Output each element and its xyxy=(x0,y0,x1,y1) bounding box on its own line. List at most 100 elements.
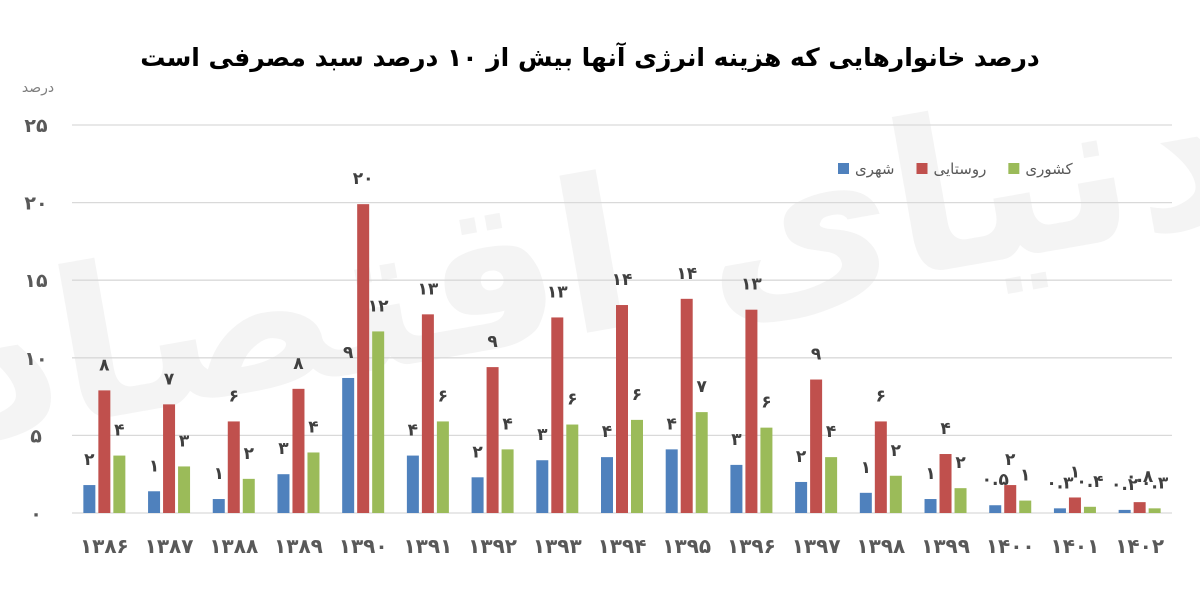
bar xyxy=(242,478,255,513)
data-label: ۸ xyxy=(99,355,110,375)
x-tick-label: ۱۳۸۹ xyxy=(274,534,323,558)
data-label: ۱۳ xyxy=(741,275,762,295)
x-tick-label: ۱۴۰۲ xyxy=(1115,534,1164,558)
bar xyxy=(954,488,967,513)
y-tick-label: ۲۰ xyxy=(24,193,47,215)
data-label: ۶ xyxy=(438,386,448,406)
x-tick-label: ۱۳۹۱ xyxy=(403,534,452,558)
x-tick-label: ۱۳۹۴ xyxy=(598,534,647,558)
data-label: ۶ xyxy=(567,390,577,410)
bar xyxy=(98,390,111,513)
data-label: ۱۲ xyxy=(368,296,389,316)
bar xyxy=(357,204,370,514)
bar xyxy=(277,474,290,513)
data-label: ۱ xyxy=(861,458,871,478)
bar xyxy=(163,404,176,513)
data-label: ۱۴ xyxy=(612,270,633,290)
data-label: ۴ xyxy=(502,414,512,434)
y-tick-label: ۰ xyxy=(30,503,42,525)
bar xyxy=(178,466,191,513)
bars xyxy=(83,204,1161,514)
bar xyxy=(989,505,1002,513)
legend-swatch xyxy=(916,163,928,174)
bar xyxy=(601,457,613,513)
bar xyxy=(1068,497,1081,513)
bar xyxy=(760,427,773,513)
bar xyxy=(148,491,161,513)
data-label: ۳ xyxy=(179,431,190,451)
legend-label: شهری xyxy=(855,160,895,178)
x-tick-label: ۱۳۸۸ xyxy=(209,534,258,558)
data-label: ۴ xyxy=(602,422,612,442)
data-label: ۶ xyxy=(229,386,239,406)
bar xyxy=(631,419,643,513)
bar xyxy=(342,377,355,513)
bar xyxy=(1148,508,1161,513)
data-label: ۲ xyxy=(472,442,483,462)
bar xyxy=(536,460,549,513)
bar xyxy=(372,331,385,513)
data-label: ۲ xyxy=(84,450,95,470)
data-label: ۰.۵ xyxy=(982,470,1009,490)
data-label: ۹ xyxy=(811,345,822,365)
bar xyxy=(227,421,240,513)
y-tick-label: ۱۵ xyxy=(24,270,48,292)
y-axis-unit-label: درصد xyxy=(22,80,54,96)
bar xyxy=(745,309,758,513)
data-label: ۰.۸ xyxy=(1126,467,1154,487)
x-tick-label: ۱۳۹۳ xyxy=(533,534,582,558)
bar xyxy=(730,464,743,513)
bar xyxy=(307,452,320,513)
data-label: ۱۳ xyxy=(547,282,568,302)
y-tick-label: ۱۰ xyxy=(24,348,47,370)
y-tick-label: ۲۵ xyxy=(24,115,48,137)
data-label: ۸ xyxy=(293,354,304,374)
data-label: ۱ xyxy=(1070,462,1080,482)
legend-swatch xyxy=(1008,163,1020,174)
data-label: ۴ xyxy=(408,421,418,441)
data-label: ۴ xyxy=(667,414,677,434)
data-label: ۳ xyxy=(278,439,289,459)
x-tick-label: ۱۳۹۰ xyxy=(339,534,388,558)
bar xyxy=(436,421,449,513)
data-label: ۱ xyxy=(1020,466,1030,486)
data-label: ۴ xyxy=(114,421,124,441)
data-label: ۴ xyxy=(940,419,950,439)
watermark-logo: دنیای اقتصاد xyxy=(0,24,1200,492)
data-label: ۱ xyxy=(149,456,159,476)
data-label: ۹ xyxy=(487,332,498,352)
data-label: ۲ xyxy=(1005,450,1016,470)
legend: شهری روستایی کشوری xyxy=(838,160,1073,178)
bar xyxy=(924,499,937,513)
x-tick-label: ۱۳۹۶ xyxy=(727,534,776,558)
data-label: ۱۴ xyxy=(676,264,697,284)
bar xyxy=(874,421,887,513)
data-label: ۰.۴ xyxy=(1076,472,1103,492)
bar xyxy=(825,457,838,513)
bar xyxy=(1083,506,1096,513)
data-label: ۲۰ xyxy=(353,169,374,189)
y-axis: ۰ ۵ ۱۰ ۱۵ ۲۰ ۲۵ xyxy=(24,115,48,525)
data-label: ۰.۲ xyxy=(1111,475,1139,495)
data-label: ۴ xyxy=(308,417,318,437)
data-label: ۳ xyxy=(537,425,548,445)
x-tick-label: ۱۳۹۵ xyxy=(662,534,711,558)
bar xyxy=(795,481,808,513)
x-tick-label: ۱۳۹۲ xyxy=(468,534,517,558)
bar xyxy=(1118,509,1131,513)
data-label: ۲ xyxy=(796,447,807,467)
bar xyxy=(1053,508,1066,513)
data-label: ۱۳ xyxy=(417,279,438,299)
bar xyxy=(859,492,872,513)
data-label: ۶ xyxy=(761,393,771,413)
x-tick-label: ۱۴۰۰ xyxy=(986,534,1035,558)
data-label: ۶ xyxy=(632,385,642,405)
data-label: ۲ xyxy=(244,444,255,464)
data-label: ۲ xyxy=(891,441,902,461)
y-tick-label: ۵ xyxy=(30,425,42,447)
bar xyxy=(83,485,96,513)
data-label: ۱ xyxy=(214,464,224,484)
bar xyxy=(471,477,484,513)
bar xyxy=(566,424,579,513)
